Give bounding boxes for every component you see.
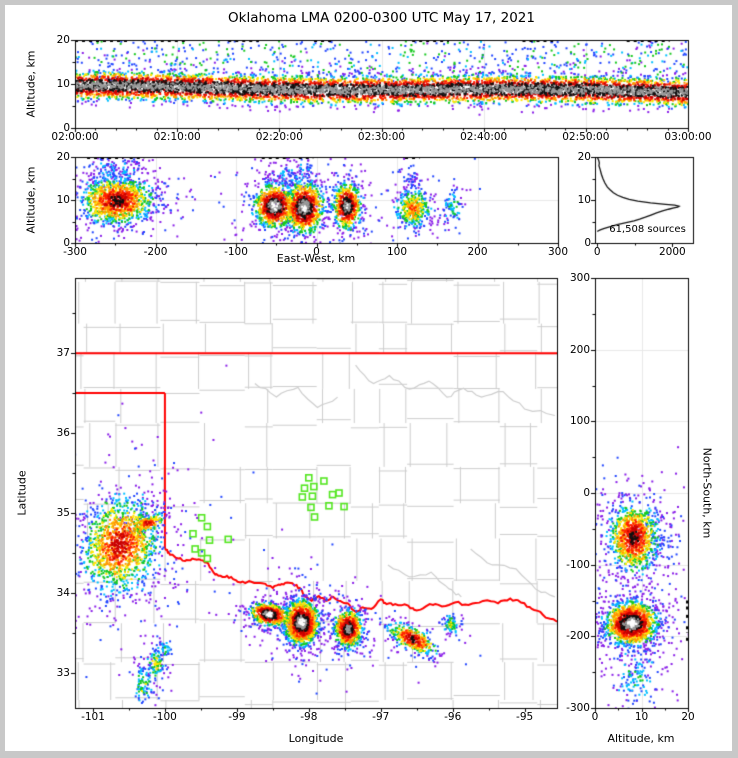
- time-axis-tick-label: 02:40:00: [460, 131, 508, 143]
- ns-axis-tick-label: -200: [566, 630, 590, 643]
- altitude-axis-tick-label: 20: [56, 34, 70, 46]
- altitude-axis-tick-label: 10: [56, 194, 70, 206]
- time-axis-tick-label: 02:10:00: [153, 131, 201, 143]
- panel-altitude-histogram: [595, 157, 693, 243]
- latitude-tick-label: 36: [56, 427, 70, 440]
- ew-height-x-axis-label: East-West, km: [276, 252, 356, 265]
- panel-ew-height: [75, 157, 558, 243]
- latitude-tick-label: 34: [56, 586, 70, 599]
- altitude-axis-tick-label: 20: [681, 711, 695, 723]
- altitude-axis-tick-label: 10: [577, 194, 591, 206]
- ns-axis-tick-label: 200: [569, 343, 590, 356]
- panel-plan-view-map: [75, 278, 557, 708]
- altitude-axis-tick-label: 0: [584, 237, 591, 249]
- time-axis-tick-label: 02:50:00: [562, 131, 610, 143]
- ns-axis-tick-label: 100: [569, 415, 590, 428]
- altitude-axis-tick-label: 0: [63, 237, 70, 249]
- time-axis-tick-label: 02:30:00: [357, 131, 406, 143]
- panel-ns-height: [595, 278, 688, 708]
- altitude-axis-tick-label: 10: [634, 711, 649, 723]
- ns-axis-tick-label: 300: [569, 272, 590, 284]
- ew-axis-tick-label: -100: [224, 246, 248, 258]
- altitude-axis-tick-label: 0: [591, 711, 599, 723]
- ew-axis-tick-label: -300: [63, 246, 87, 258]
- time-axis-tick-label: 02:20:00: [255, 131, 303, 143]
- count-axis-tick-label: 0: [593, 246, 601, 258]
- altitude-axis-tick-label: 0: [63, 122, 70, 134]
- figure-title: Oklahoma LMA 0200-0300 UTC May 17, 2021: [228, 10, 535, 26]
- ew-axis-tick-label: 200: [467, 246, 488, 258]
- longitude-tick-label: -96: [444, 711, 462, 723]
- ew-axis-tick-label: 0: [313, 246, 320, 258]
- ns-axis-tick-label: 0: [583, 487, 590, 499]
- time-axis-tick-label: 03:00:00: [664, 131, 712, 143]
- ew-axis-tick-label: 100: [386, 246, 408, 258]
- ns-axis-tick-label: -300: [566, 702, 590, 714]
- longitude-tick-label: -101: [81, 711, 105, 723]
- latitude-tick-label: 33: [56, 666, 70, 679]
- ew-axis-tick-label: 300: [547, 246, 569, 258]
- latitude-tick-label: 35: [56, 506, 70, 519]
- count-axis-tick-label: 2000: [658, 246, 686, 258]
- ns-height-y-axis-label: North-South, km: [700, 447, 714, 539]
- longitude-tick-label: -97: [372, 711, 390, 723]
- ns-height-x-axis-label: Altitude, km: [607, 732, 675, 745]
- source-count-annotation: 61,508 sources: [609, 224, 686, 235]
- longitude-tick-label: -95: [516, 711, 534, 723]
- longitude-tick-label: -98: [300, 711, 318, 723]
- panel-time-height: [75, 40, 688, 128]
- altitude-axis-tick-label: 20: [577, 151, 591, 163]
- altitude-axis-tick-label: 20: [56, 151, 70, 163]
- ns-axis-tick-label: -100: [566, 558, 590, 571]
- longitude-tick-label: -99: [228, 711, 246, 723]
- ew-axis-tick-label: -200: [143, 246, 168, 258]
- altitude-axis-tick-label: 10: [56, 78, 70, 90]
- map-x-axis-label: Longitude: [288, 732, 344, 745]
- time-axis-tick-label: 02:00:00: [51, 131, 99, 143]
- longitude-tick-label: -100: [153, 711, 177, 723]
- latitude-tick-label: 37: [56, 347, 70, 360]
